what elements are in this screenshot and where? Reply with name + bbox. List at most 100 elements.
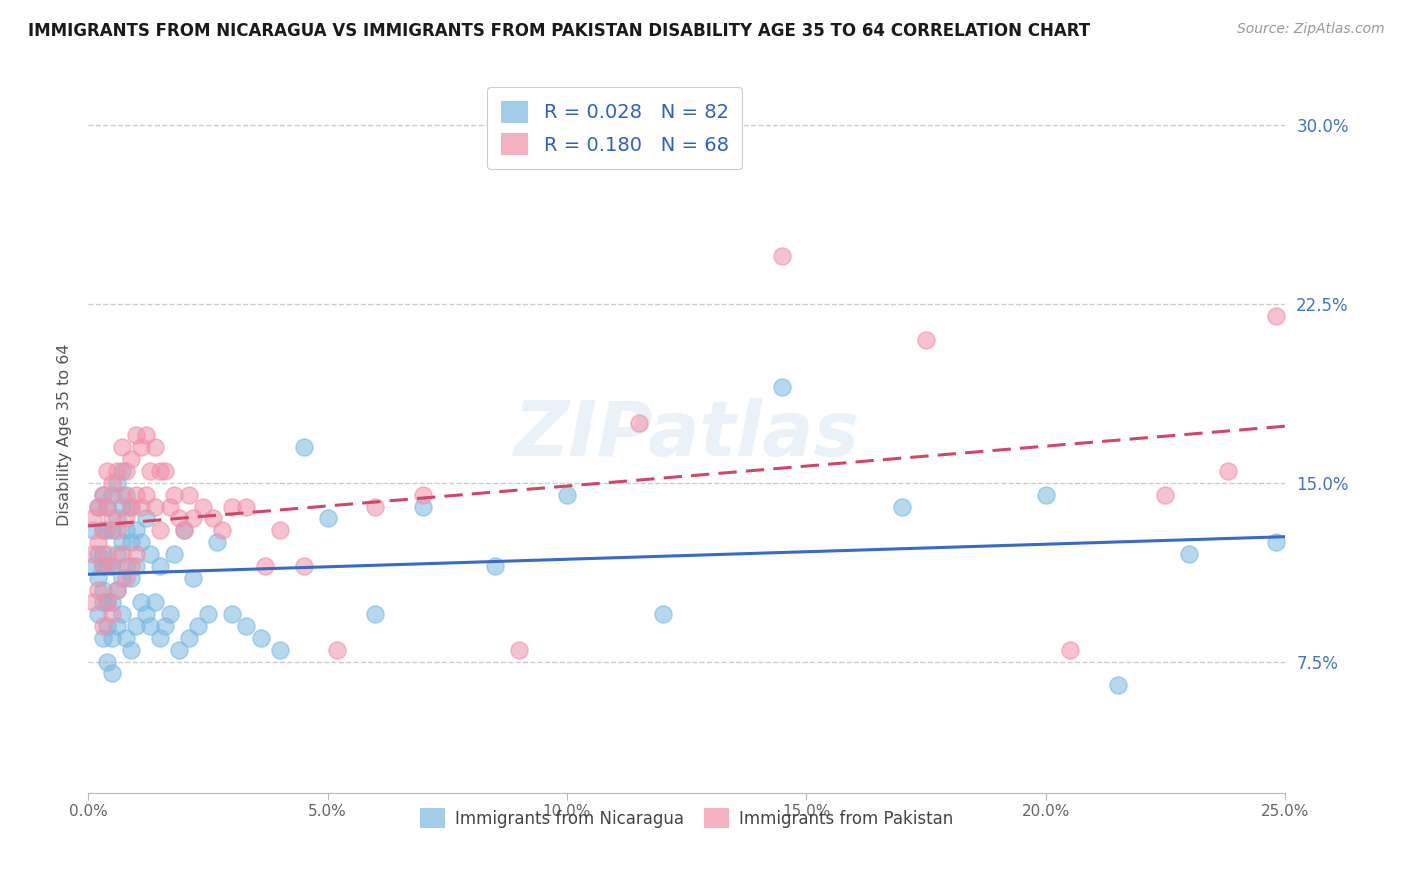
Point (96, 655, 118, 669)
Point (96, 559, 118, 574)
Point (316, 511, 339, 525)
Point (269, 524, 291, 538)
Point (111, 488, 134, 502)
Point (143, 595, 166, 609)
Point (96, 500, 118, 514)
Point (111, 440, 134, 454)
Point (96, 595, 118, 609)
Point (101, 475, 124, 490)
Point (96, 595, 118, 609)
Point (101, 511, 124, 525)
Point (120, 500, 142, 514)
Point (101, 524, 124, 538)
Point (139, 464, 162, 478)
Point (412, 488, 434, 502)
Point (177, 488, 200, 502)
Point (101, 666, 124, 681)
Point (163, 488, 186, 502)
Text: IMMIGRANTS FROM NICARAGUA VS IMMIGRANTS FROM PAKISTAN DISABILITY AGE 35 TO 64 CO: IMMIGRANTS FROM NICARAGUA VS IMMIGRANTS … (28, 22, 1090, 40)
Point (120, 642, 142, 657)
Point (221, 607, 243, 621)
Point (135, 488, 157, 502)
Point (101, 559, 124, 574)
Point (96, 524, 118, 538)
Point (153, 464, 176, 478)
Point (183, 571, 205, 585)
Point (91, 582, 114, 597)
Point (91, 559, 114, 574)
Point (891, 500, 914, 514)
Point (153, 619, 176, 633)
Point (1059, 642, 1081, 657)
Point (135, 428, 157, 442)
Point (82, 547, 104, 561)
Point (120, 571, 142, 585)
Point (139, 547, 162, 561)
Point (221, 500, 243, 514)
Point (105, 511, 128, 525)
Point (105, 464, 128, 478)
Point (292, 559, 315, 574)
Point (143, 440, 166, 454)
Point (1035, 488, 1057, 502)
Point (115, 524, 138, 538)
Point (96, 547, 118, 561)
Point (120, 451, 142, 466)
Point (211, 524, 233, 538)
Point (149, 631, 172, 645)
Point (111, 607, 134, 621)
Point (167, 511, 190, 525)
Point (120, 535, 142, 549)
Point (139, 619, 162, 633)
Point (326, 642, 349, 657)
Point (364, 607, 387, 621)
Point (82, 511, 104, 525)
Point (91, 619, 114, 633)
Point (159, 607, 181, 621)
Point (235, 619, 257, 633)
Legend: Immigrants from Nicaragua, Immigrants from Pakistan: Immigrants from Nicaragua, Immigrants fr… (413, 802, 960, 834)
Point (627, 416, 650, 430)
Point (87, 571, 110, 585)
Point (115, 511, 138, 525)
Point (159, 500, 181, 514)
Point (177, 631, 200, 645)
Point (508, 642, 530, 657)
Point (111, 500, 134, 514)
Point (91, 524, 114, 538)
Point (135, 607, 157, 621)
Point (101, 607, 124, 621)
Point (125, 559, 148, 574)
Point (91, 488, 114, 502)
Point (101, 488, 124, 502)
Point (101, 559, 124, 574)
Point (364, 500, 387, 514)
Point (149, 524, 172, 538)
Point (115, 464, 138, 478)
Point (1178, 547, 1201, 561)
Point (87, 500, 110, 514)
Point (96, 619, 118, 633)
Point (82, 595, 104, 609)
Point (197, 607, 219, 621)
Point (187, 619, 209, 633)
Point (125, 619, 148, 633)
Text: Source: ZipAtlas.com: Source: ZipAtlas.com (1237, 22, 1385, 37)
Point (91, 488, 114, 502)
Point (91, 595, 114, 609)
Point (91, 524, 114, 538)
Point (235, 500, 257, 514)
Point (82, 559, 104, 574)
Point (91, 559, 114, 574)
Point (129, 595, 152, 609)
Point (1154, 488, 1177, 502)
Point (105, 619, 128, 633)
Point (96, 500, 118, 514)
Point (143, 500, 166, 514)
Point (167, 642, 190, 657)
Point (770, 380, 793, 394)
Point (129, 500, 152, 514)
Point (1264, 309, 1286, 323)
Point (120, 500, 142, 514)
Point (173, 524, 195, 538)
